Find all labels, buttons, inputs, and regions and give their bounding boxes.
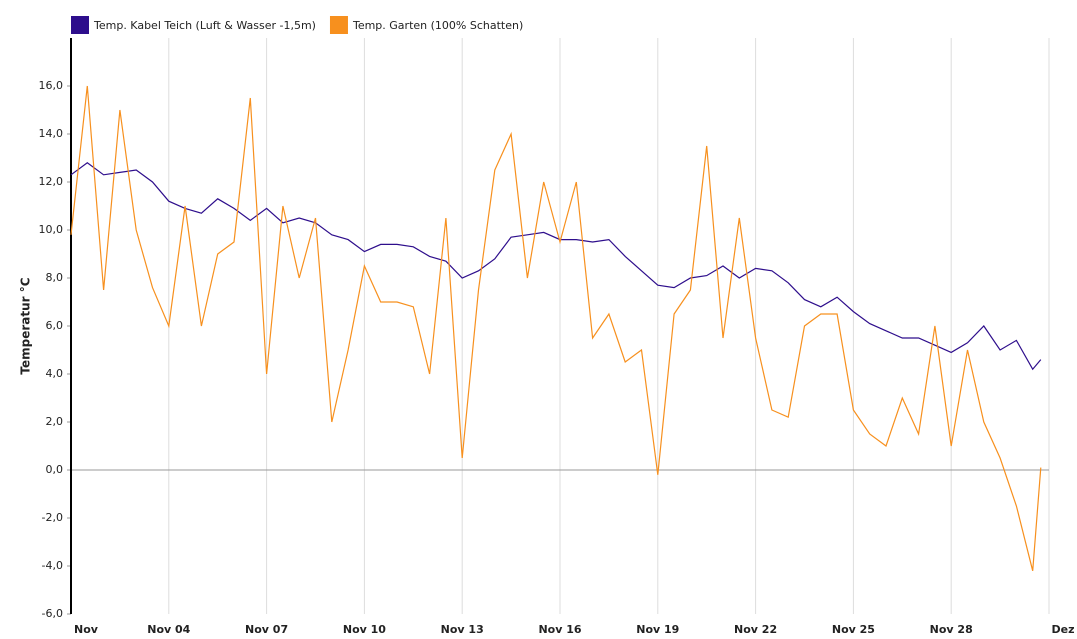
x-tick-label: Nov 22 — [734, 623, 777, 636]
y-tick-label: 0,0 — [46, 463, 64, 476]
y-tick-label: 10,0 — [39, 223, 64, 236]
x-tick-label: Nov 25 — [832, 623, 875, 636]
y-tick-label: 4,0 — [46, 367, 64, 380]
legend-swatch — [329, 16, 348, 34]
y-axis-label: Temperatur °C — [19, 277, 33, 374]
y-tick-label: 16,0 — [39, 79, 64, 92]
x-tick-label: Nov 07 — [245, 623, 288, 636]
y-tick-label: -2,0 — [42, 511, 63, 524]
legend-label: Temp. Kabel Teich (Luft & Wasser -1,5m) — [93, 19, 316, 32]
x-tick-label: Nov 04 — [147, 623, 190, 636]
y-tick-label: 6,0 — [46, 319, 64, 332]
x-tick-label: Nov 10 — [343, 623, 386, 636]
line-series — [70, 85, 1042, 571]
y-tick-label: 2,0 — [46, 415, 64, 428]
x-tick-label: Nov 19 — [636, 623, 679, 636]
x-tick-label: Nov 13 — [441, 623, 484, 636]
x-tick-label: Nov 28 — [930, 623, 973, 636]
legend-label: Temp. Garten (100% Schatten) — [352, 19, 523, 32]
x-tick-label: Nov — [74, 623, 99, 636]
x-tick-label: Dez — [1052, 623, 1075, 636]
line-series — [70, 162, 1042, 371]
y-tick-label: 12,0 — [39, 175, 64, 188]
legend-swatch — [71, 16, 89, 34]
y-tick-label: -6,0 — [42, 607, 63, 620]
y-tick-label: -4,0 — [42, 559, 63, 572]
x-tick-label: Nov 16 — [538, 623, 581, 636]
y-tick-label: 14,0 — [39, 127, 64, 140]
y-tick-label: 8,0 — [46, 271, 64, 284]
